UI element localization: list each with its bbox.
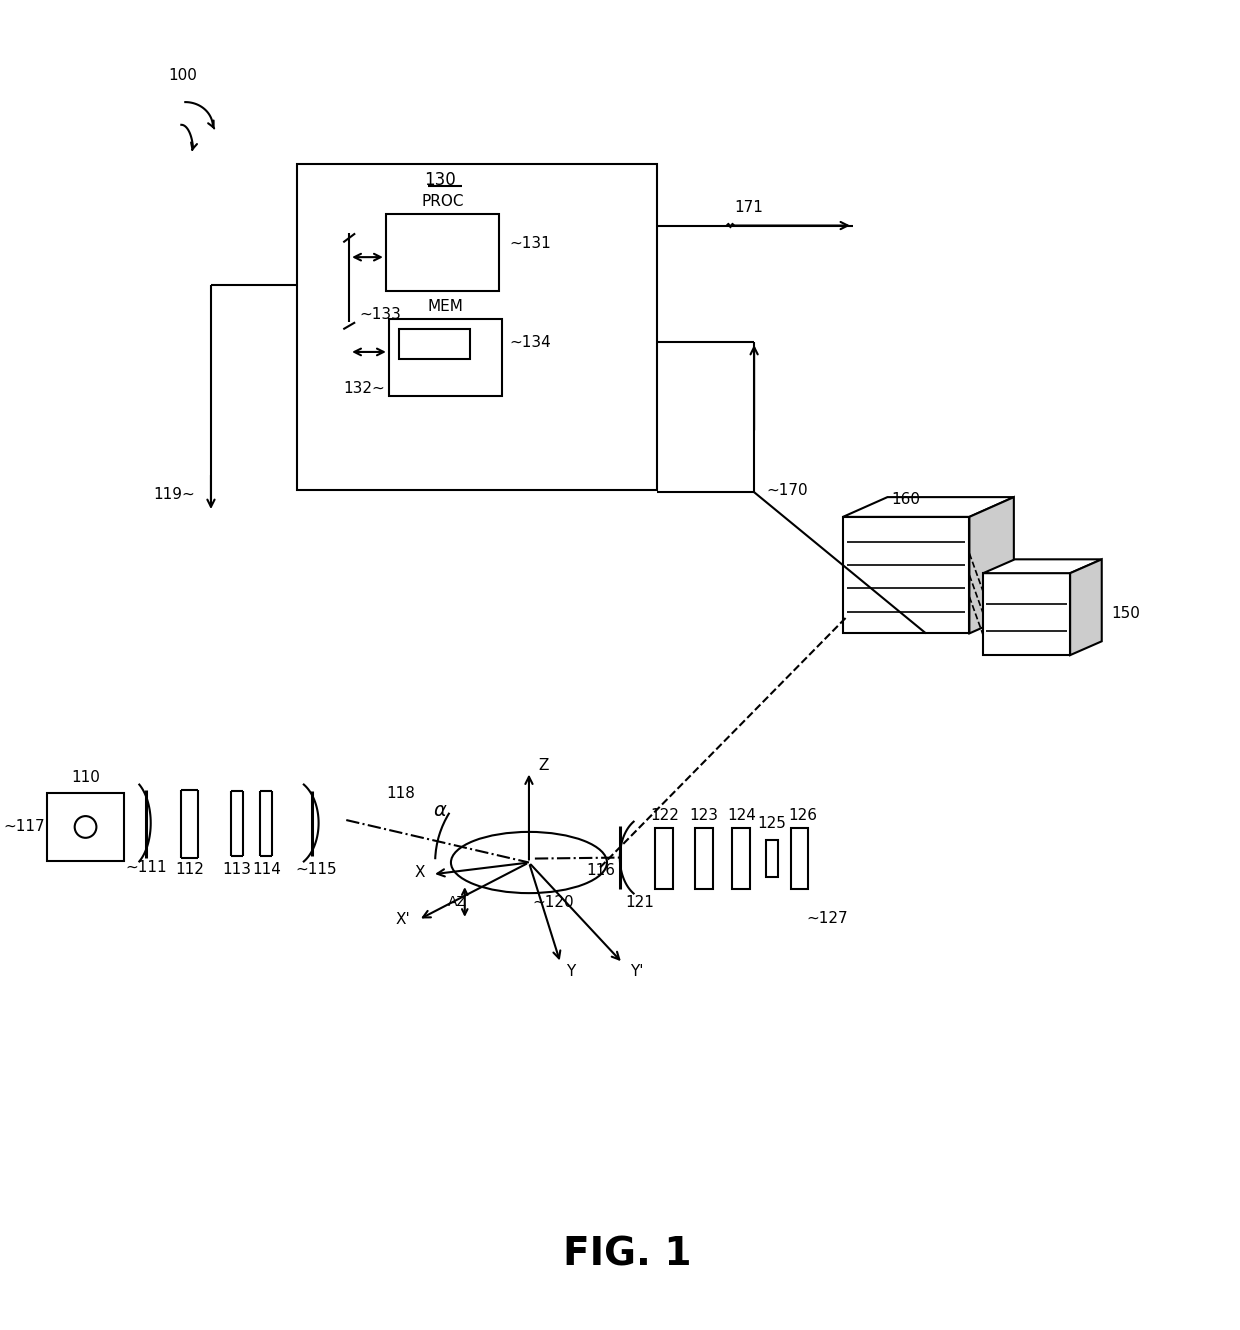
Bar (694, 829, 713, 890)
Bar (766, 839, 777, 878)
Text: X: X (414, 864, 425, 880)
Text: 118: 118 (386, 786, 415, 801)
Text: ~111: ~111 (125, 861, 166, 875)
Text: FIG. 1: FIG. 1 (563, 1236, 692, 1274)
Bar (791, 829, 808, 890)
Text: Z: Z (539, 758, 549, 773)
Text: $\alpha$: $\alpha$ (433, 801, 448, 819)
Text: ~117: ~117 (4, 819, 45, 834)
Bar (296, 165, 657, 491)
Text: 126: 126 (787, 807, 817, 823)
Text: 124: 124 (727, 807, 755, 823)
Polygon shape (1070, 560, 1102, 656)
Text: 116: 116 (587, 863, 615, 878)
Text: ~133: ~133 (360, 307, 401, 322)
Text: 113: 113 (222, 862, 252, 876)
Text: ~120: ~120 (533, 895, 574, 910)
Text: 171: 171 (734, 201, 764, 215)
Text: 130: 130 (424, 172, 456, 189)
Text: PROC: PROC (422, 194, 464, 209)
Text: 100: 100 (169, 68, 197, 82)
Polygon shape (970, 497, 1014, 633)
Text: MEM: MEM (427, 299, 463, 314)
Bar (656, 829, 673, 890)
Bar (388, 319, 502, 396)
Bar (843, 517, 970, 633)
Text: ~115: ~115 (296, 862, 337, 876)
Text: Y': Y' (630, 964, 644, 979)
Bar (386, 214, 500, 291)
Text: ~134: ~134 (510, 335, 551, 350)
Text: ~131: ~131 (510, 235, 551, 251)
Text: 122: 122 (650, 807, 678, 823)
Text: 110: 110 (71, 770, 100, 785)
Text: 132~: 132~ (343, 380, 384, 396)
Text: 160: 160 (892, 492, 921, 507)
Text: ~170: ~170 (766, 483, 807, 497)
Text: 121: 121 (626, 895, 655, 910)
Polygon shape (983, 560, 1102, 573)
Text: 119~: 119~ (154, 487, 195, 501)
Text: X': X' (396, 912, 410, 927)
Bar (983, 573, 1070, 656)
Text: 150: 150 (1111, 606, 1141, 621)
Text: 123: 123 (689, 807, 718, 823)
Text: AZ: AZ (449, 895, 467, 908)
Text: ~127: ~127 (806, 911, 848, 926)
Text: 114: 114 (252, 862, 280, 876)
Bar (47, 794, 124, 861)
Bar (733, 829, 750, 890)
Text: 125: 125 (758, 815, 786, 830)
Text: 112: 112 (176, 862, 205, 876)
Bar (398, 330, 470, 359)
Text: Y: Y (567, 964, 575, 979)
Polygon shape (843, 497, 1014, 517)
